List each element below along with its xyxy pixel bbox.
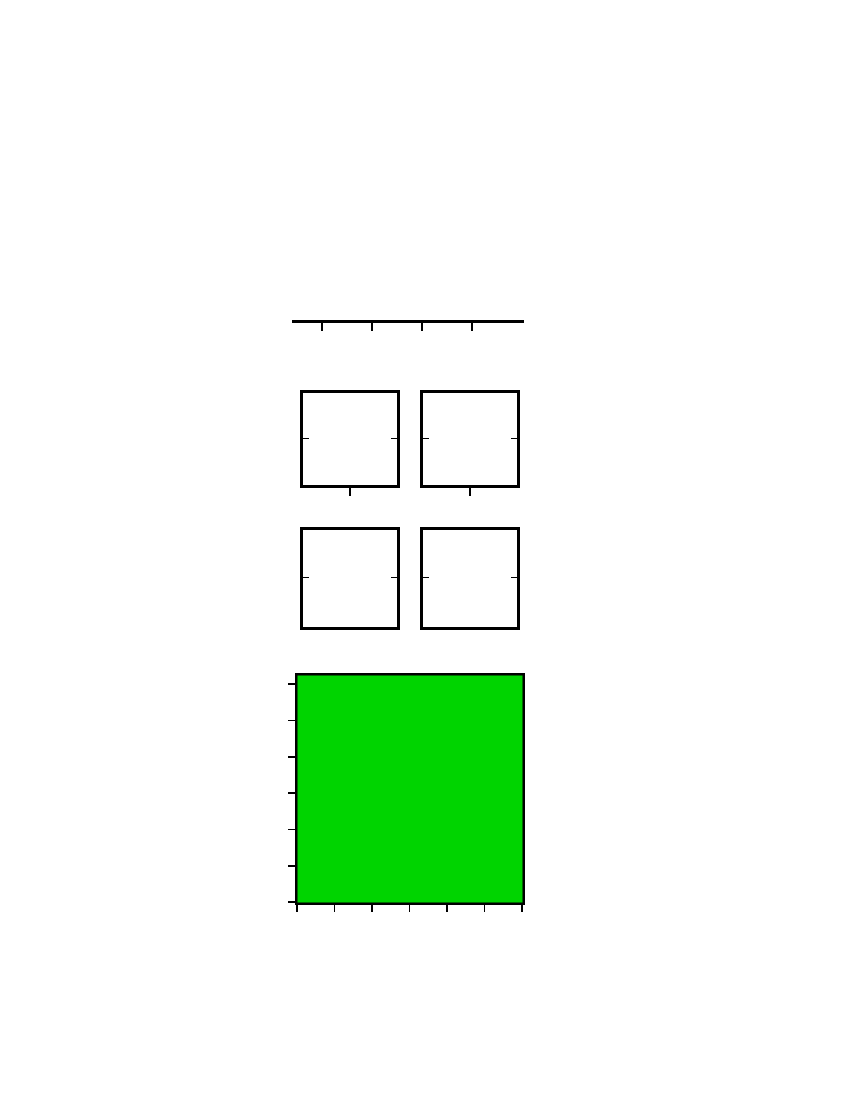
axis-tick [423,437,429,439]
axis-tick [511,437,517,439]
particle-motion-original-plot [303,530,397,627]
axis-tick [288,719,295,721]
axis-tick [371,905,373,912]
axis-tick [288,683,295,685]
axis-tick [288,792,295,794]
axis-tick [391,576,397,578]
axis-tick [288,756,295,758]
axis-tick [288,865,295,867]
axis-tick [349,488,351,496]
time-axis-tick [321,323,323,331]
axis-tick [423,576,429,578]
axis-tick [469,488,471,496]
zoom-right-waveforms [423,393,517,485]
axis-tick [303,437,309,439]
time-axis-tick [421,323,423,331]
particle-motion-corrected-plot [423,530,517,627]
axis-tick [333,905,335,912]
zoom-panel-left [300,390,400,488]
axis-tick [521,905,523,912]
axis-tick [288,828,295,830]
waveform-traces-plot [292,166,528,314]
zoom-left-waveforms [303,393,397,485]
axis-tick [296,905,298,912]
time-axis-tick [471,323,473,331]
zoom-panel-right [420,390,520,488]
particle-motion-original [300,527,400,630]
contour-background [295,673,525,905]
axis-tick [408,905,410,912]
misfit-contour-map [295,673,525,905]
time-axis-line [292,320,524,323]
axis-tick [303,576,309,578]
axis-tick [288,901,295,903]
particle-motion-corrected [420,527,520,630]
time-axis-tick [371,323,373,331]
axis-tick [446,905,448,912]
axis-tick [511,576,517,578]
contour-frame [295,673,525,905]
axis-tick [391,437,397,439]
axis-tick [483,905,485,912]
